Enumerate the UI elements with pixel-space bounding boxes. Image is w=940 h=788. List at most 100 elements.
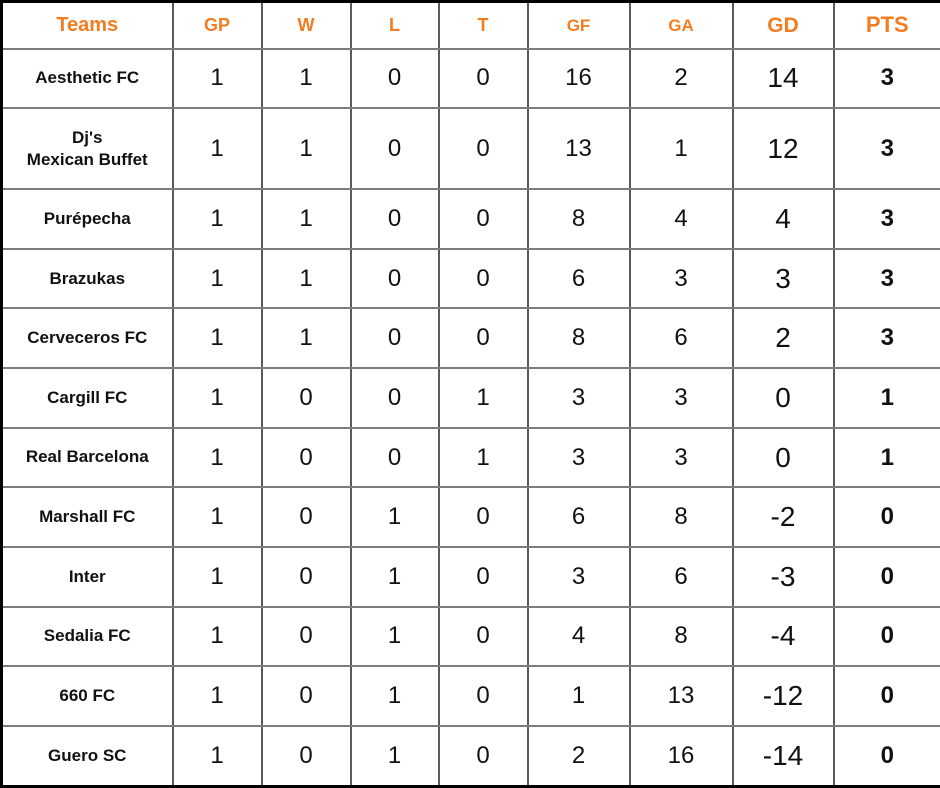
team-name-cell: Guero SC	[0, 724, 174, 788]
wins-cell: 0	[260, 665, 352, 727]
table-row: Dj's Mexican Buffet 1 1 0 0 13 1 12 3	[0, 107, 940, 191]
goal-diff-cell: 0	[731, 426, 835, 489]
wins-cell: 0	[260, 426, 352, 489]
column-header-gf: GF	[526, 0, 631, 50]
games-played-cell: 1	[171, 188, 263, 250]
points-cell: 0	[832, 724, 940, 788]
goals-against-cell: 13	[628, 665, 734, 727]
points-cell: 0	[832, 546, 940, 608]
table-row: Real Barcelona 1 0 0 1 3 3 0 1	[0, 426, 940, 489]
team-name-cell: Brazukas	[0, 247, 174, 310]
ties-cell: 0	[437, 605, 529, 668]
points-cell: 0	[832, 605, 940, 668]
goals-against-cell: 3	[628, 247, 734, 310]
table-row: Cerveceros FC 1 1 0 0 8 6 2 3	[0, 307, 940, 370]
games-played-cell: 1	[171, 605, 263, 668]
goals-against-cell: 6	[628, 546, 734, 608]
goal-diff-cell: 12	[731, 107, 835, 191]
goal-diff-cell: -14	[731, 724, 835, 788]
team-name-cell: Marshall FC	[0, 486, 174, 548]
losses-cell: 0	[349, 307, 440, 370]
losses-cell: 1	[349, 486, 440, 548]
points-cell: 1	[832, 367, 940, 429]
column-header-t: T	[437, 0, 529, 50]
table-header: Teams GP W L T GF GA GD PTS	[0, 0, 940, 50]
goals-for-cell: 3	[526, 546, 631, 608]
column-header-ga: GA	[628, 0, 734, 50]
goal-diff-cell: 0	[731, 367, 835, 429]
goals-against-cell: 6	[628, 307, 734, 370]
ties-cell: 0	[437, 546, 529, 608]
goals-against-cell: 3	[628, 367, 734, 429]
ties-cell: 1	[437, 426, 529, 489]
losses-cell: 1	[349, 724, 440, 788]
losses-cell: 0	[349, 367, 440, 429]
points-cell: 1	[832, 426, 940, 489]
column-header-gp: GP	[171, 0, 263, 50]
team-name-cell: Sedalia FC	[0, 605, 174, 668]
losses-cell: 1	[349, 546, 440, 608]
goals-against-cell: 2	[628, 47, 734, 110]
table-row: Aesthetic FC 1 1 0 0 16 2 14 3	[0, 47, 940, 110]
table-row: Inter 1 0 1 0 3 6 -3 0	[0, 546, 940, 608]
goals-for-cell: 1	[526, 665, 631, 727]
ties-cell: 0	[437, 188, 529, 250]
column-header-teams: Teams	[0, 0, 174, 50]
wins-cell: 0	[260, 367, 352, 429]
wins-cell: 1	[260, 188, 352, 250]
wins-cell: 0	[260, 486, 352, 548]
team-name-cell: Real Barcelona	[0, 426, 174, 489]
team-name-cell: Cerveceros FC	[0, 307, 174, 370]
team-name-cell: Purépecha	[0, 188, 174, 250]
column-header-w: W	[260, 0, 352, 50]
goals-against-cell: 4	[628, 188, 734, 250]
losses-cell: 0	[349, 107, 440, 191]
games-played-cell: 1	[171, 107, 263, 191]
wins-cell: 0	[260, 546, 352, 608]
games-played-cell: 1	[171, 307, 263, 370]
goals-for-cell: 8	[526, 188, 631, 250]
goal-diff-cell: -3	[731, 546, 835, 608]
team-name-cell: Dj's Mexican Buffet	[0, 107, 174, 191]
goal-diff-cell: 2	[731, 307, 835, 370]
ties-cell: 0	[437, 724, 529, 788]
ties-cell: 0	[437, 486, 529, 548]
ties-cell: 0	[437, 307, 529, 370]
column-header-gd: GD	[731, 0, 835, 50]
wins-cell: 1	[260, 107, 352, 191]
goals-for-cell: 8	[526, 307, 631, 370]
ties-cell: 0	[437, 107, 529, 191]
goal-diff-cell: 14	[731, 47, 835, 110]
games-played-cell: 1	[171, 426, 263, 489]
wins-cell: 0	[260, 605, 352, 668]
goals-against-cell: 16	[628, 724, 734, 788]
table-row: Marshall FC 1 0 1 0 6 8 -2 0	[0, 486, 940, 548]
games-played-cell: 1	[171, 665, 263, 727]
goals-for-cell: 3	[526, 367, 631, 429]
points-cell: 3	[832, 307, 940, 370]
goals-against-cell: 8	[628, 605, 734, 668]
ties-cell: 0	[437, 665, 529, 727]
goals-against-cell: 1	[628, 107, 734, 191]
team-name-cell: Cargill FC	[0, 367, 174, 429]
games-played-cell: 1	[171, 486, 263, 548]
losses-cell: 0	[349, 247, 440, 310]
team-name-cell: 660 FC	[0, 665, 174, 727]
wins-cell: 1	[260, 47, 352, 110]
goals-for-cell: 16	[526, 47, 631, 110]
goal-diff-cell: -4	[731, 605, 835, 668]
table-body: Aesthetic FC 1 1 0 0 16 2 14 3 Dj's Mexi…	[0, 47, 940, 788]
games-played-cell: 1	[171, 47, 263, 110]
points-cell: 3	[832, 247, 940, 310]
losses-cell: 0	[349, 47, 440, 110]
games-played-cell: 1	[171, 367, 263, 429]
wins-cell: 0	[260, 724, 352, 788]
header-row: Teams GP W L T GF GA GD PTS	[0, 0, 940, 50]
goal-diff-cell: -2	[731, 486, 835, 548]
table-row: Purépecha 1 1 0 0 8 4 4 3	[0, 188, 940, 250]
ties-cell: 0	[437, 47, 529, 110]
points-cell: 3	[832, 107, 940, 191]
table-row: 660 FC 1 0 1 0 1 13 -12 0	[0, 665, 940, 727]
ties-cell: 1	[437, 367, 529, 429]
